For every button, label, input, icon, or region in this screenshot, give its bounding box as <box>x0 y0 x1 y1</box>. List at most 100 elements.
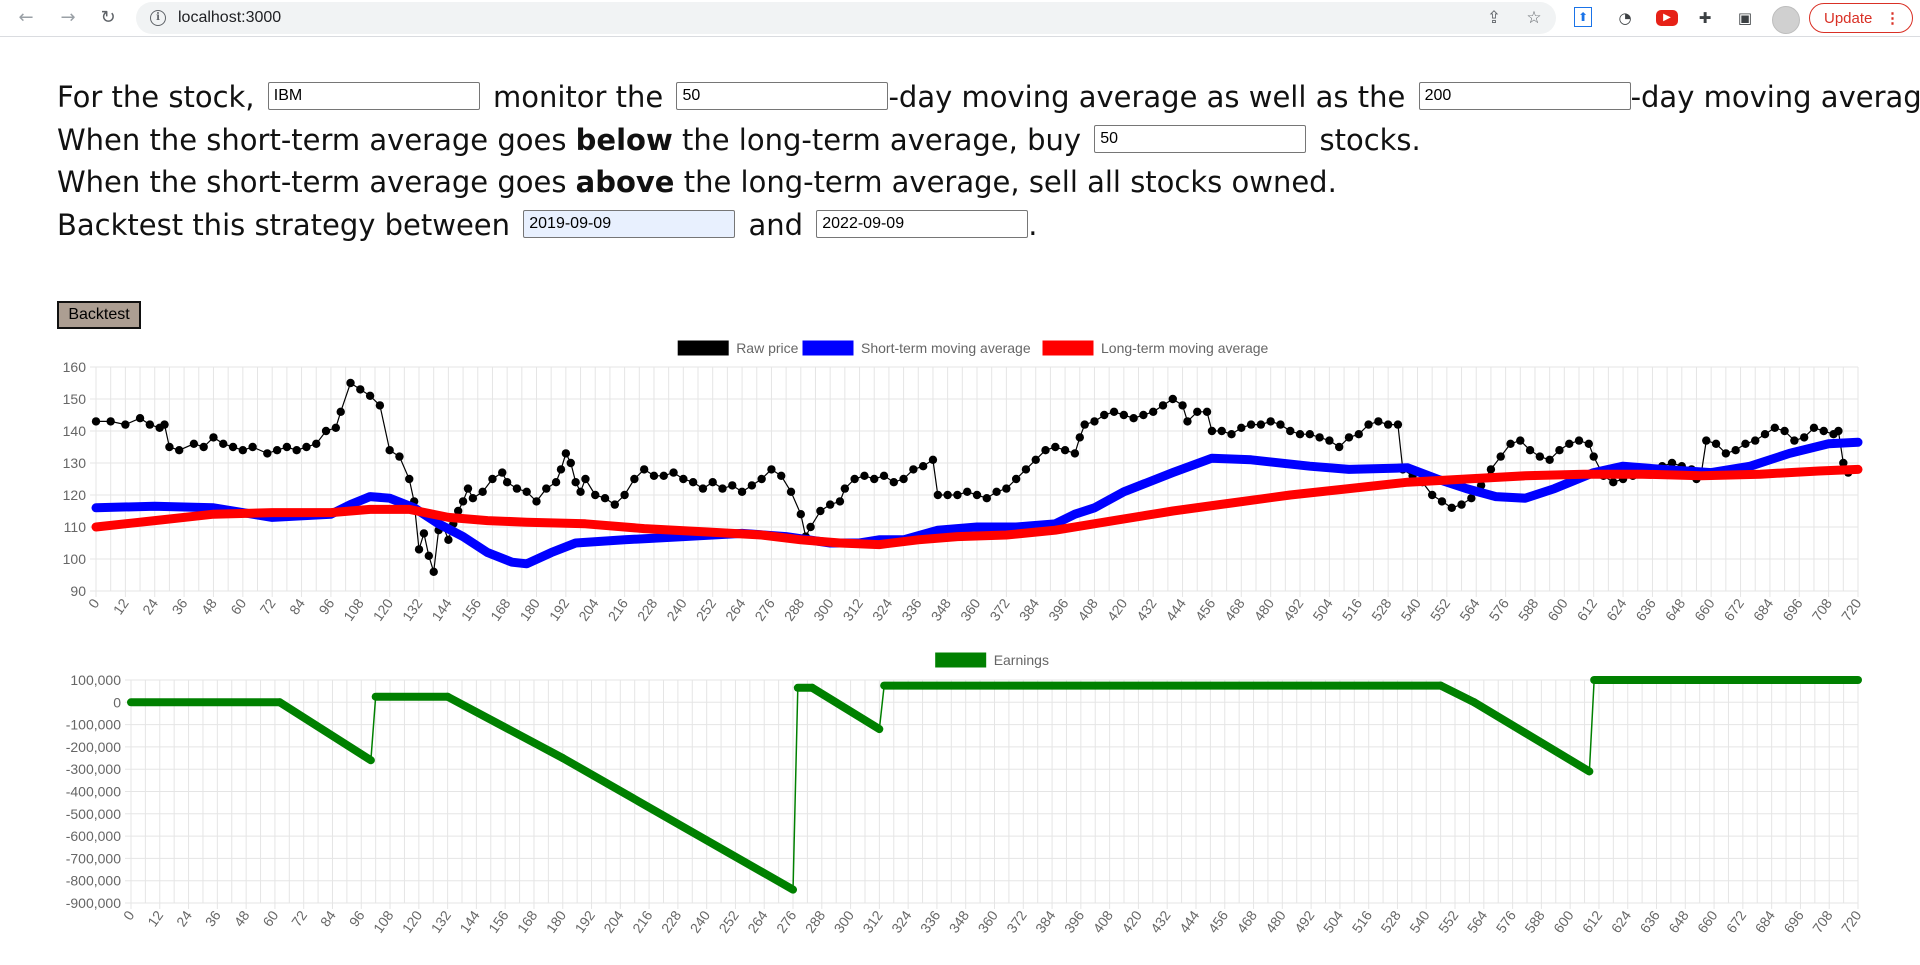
y-tick-label: 130 <box>63 455 87 471</box>
extension-upload-icon[interactable]: ⬆ <box>1574 7 1592 27</box>
address-bar[interactable]: i localhost:3000 ⇪ ☆ <box>136 2 1556 34</box>
x-tick-label: 528 <box>1377 907 1404 935</box>
x-tick-label: 432 <box>1147 907 1174 935</box>
speed-gauge-icon[interactable]: ◔ <box>1618 9 1632 27</box>
price-point <box>1609 478 1618 487</box>
browser-toolbar: ← → ↻ i localhost:3000 ⇪ ☆ ⬆ ◔ ▶ ✚ ▣ Upd… <box>0 0 1920 37</box>
bookmark-star-icon[interactable]: ☆ <box>1526 8 1542 28</box>
price-point <box>1227 430 1236 439</box>
price-point <box>899 474 908 484</box>
y-tick-label: 150 <box>63 391 87 407</box>
side-panel-icon[interactable]: ▣ <box>1737 9 1753 27</box>
price-point <box>385 446 394 455</box>
price-point <box>1315 433 1324 442</box>
x-tick-label: 600 <box>1550 907 1577 935</box>
back-arrow-icon[interactable]: ← <box>18 7 34 28</box>
x-tick-label: 84 <box>286 595 308 617</box>
forward-arrow-icon[interactable]: → <box>60 7 76 28</box>
profile-avatar[interactable] <box>1772 6 1800 34</box>
start-date-input[interactable] <box>523 209 736 238</box>
site-info-icon[interactable]: i <box>150 10 166 26</box>
price-point <box>718 484 727 493</box>
update-label: Update <box>1824 10 1873 27</box>
price-point <box>522 487 531 496</box>
x-tick-label: 504 <box>1320 907 1347 935</box>
y-tick-label: 0 <box>113 694 121 710</box>
x-tick-label: 456 <box>1205 907 1232 935</box>
menu-dots-icon[interactable]: ⋮ <box>1885 10 1900 27</box>
price-point <box>444 535 453 544</box>
share-icon[interactable]: ⇪ <box>1486 8 1502 28</box>
price-point <box>757 474 766 484</box>
price-point <box>860 471 869 480</box>
y-tick-label: 110 <box>64 519 87 535</box>
end-date-input[interactable] <box>816 209 1029 238</box>
price-point <box>302 442 311 452</box>
reload-icon[interactable]: ↻ <box>100 7 116 28</box>
x-tick-label: 96 <box>346 907 368 929</box>
price-point <box>395 452 404 461</box>
series-line-long-ma <box>91 464 1863 550</box>
price-point <box>1506 439 1515 448</box>
text-below: below <box>575 122 673 157</box>
x-tick-label: 420 <box>1104 595 1131 623</box>
x-tick-label: 156 <box>485 907 512 935</box>
x-tick-label: 696 <box>1780 907 1807 935</box>
price-point <box>1834 426 1843 436</box>
x-tick-label: 372 <box>986 595 1013 623</box>
x-tick-label: 288 <box>781 595 808 623</box>
x-tick-label: 264 <box>744 907 771 935</box>
short-window-input[interactable] <box>676 82 889 110</box>
x-tick-label: 588 <box>1515 595 1542 623</box>
price-point <box>1711 439 1721 448</box>
stock-input[interactable] <box>267 82 480 110</box>
price-point <box>620 490 629 500</box>
x-tick-label: 24 <box>139 595 161 617</box>
price-point <box>272 446 282 455</box>
x-tick-label: 108 <box>340 595 367 623</box>
backtest-button[interactable]: Backtest <box>57 301 141 329</box>
legend-label: Raw price <box>736 340 798 356</box>
earnings-segment <box>792 687 799 891</box>
quantity-input[interactable] <box>1094 124 1307 153</box>
text-monitor-the: monitor the <box>492 80 664 114</box>
price-point <box>1021 465 1031 474</box>
x-tick-label: 612 <box>1579 907 1606 935</box>
price-point <box>375 401 385 410</box>
price-point <box>659 471 668 480</box>
update-button[interactable]: Update ⋮ <box>1809 3 1913 33</box>
y-tick-label: -900,000 <box>66 895 121 911</box>
price-point <box>909 465 918 474</box>
earnings-segment <box>443 692 567 763</box>
price-point <box>639 465 649 474</box>
price-point <box>825 500 835 509</box>
price-point <box>502 478 512 487</box>
x-tick-label: 132 <box>428 907 455 935</box>
price-point <box>767 465 776 474</box>
price-point <box>1545 455 1554 464</box>
price-point <box>282 442 292 452</box>
x-tick-label: 204 <box>575 595 602 623</box>
price-point <box>542 484 551 493</box>
legend-label: Long-term moving average <box>1101 340 1269 356</box>
price-point <box>649 471 659 480</box>
text-for-the-stock: For the stock, <box>57 80 255 114</box>
price-point <box>1011 474 1021 484</box>
price-point <box>1334 442 1344 452</box>
price-point <box>850 474 859 484</box>
y-tick-label: 100 <box>63 551 87 567</box>
x-tick-label: 420 <box>1118 907 1145 935</box>
x-tick-label: 12 <box>110 595 132 617</box>
price-point <box>698 484 708 493</box>
price-point <box>1202 407 1212 416</box>
price-point <box>1325 436 1334 445</box>
long-window-input[interactable] <box>1418 82 1631 110</box>
x-tick-label: 216 <box>605 595 632 623</box>
price-point <box>365 391 375 400</box>
x-tick-label: 276 <box>751 595 778 623</box>
puzzle-extensions-icon[interactable]: ✚ <box>1698 9 1712 27</box>
x-tick-label: 120 <box>399 907 426 935</box>
price-point <box>1565 439 1574 448</box>
youtube-extension-icon[interactable]: ▶ <box>1656 10 1678 26</box>
x-tick-label: 552 <box>1427 595 1454 623</box>
